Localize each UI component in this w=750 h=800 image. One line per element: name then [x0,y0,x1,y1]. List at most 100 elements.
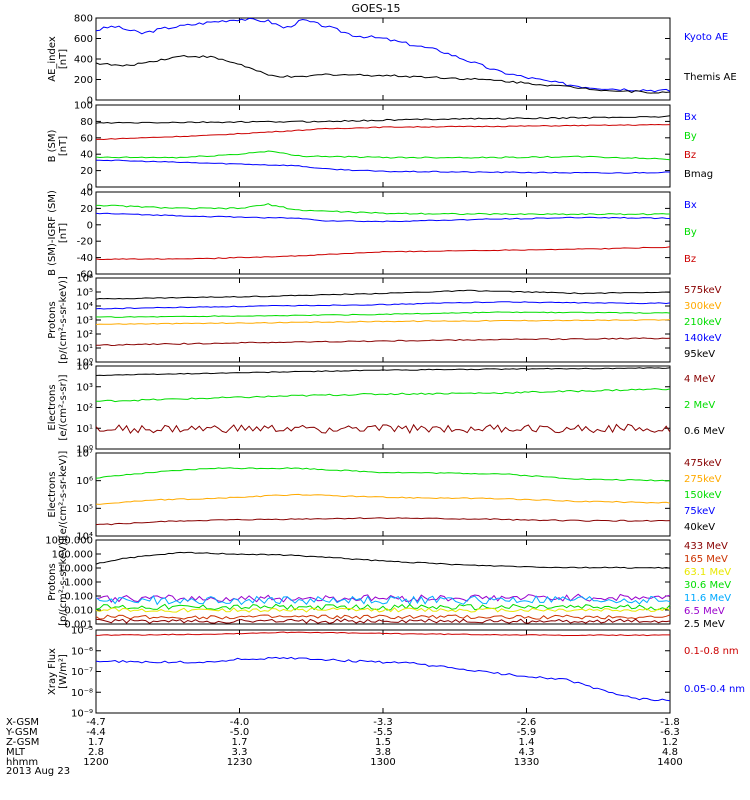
footer-value: -5.9 [517,727,537,738]
y-tick-label: 10⁶ [76,476,93,487]
panel-protons-kev: 10⁰ 10¹ 10² 10³ 10⁴ 10⁵ 10⁶ Protons [p/(cm²-s-sr… [47,274,722,369]
legend-entry: 433 MeV [684,541,728,552]
series-0-05-0-4-nm [95,656,671,702]
footer-value: 1.2 [662,737,678,748]
series-bx [95,212,671,223]
footer-date: 2013 Aug 23 [6,766,70,777]
series-210kev [95,311,671,318]
y-tick-label: 10⁴ [76,302,93,313]
y-tick-label: 20 [80,166,93,177]
footer-value: 1330 [514,757,539,768]
y-tick-label: 200 [74,75,93,86]
chart-title: GOES-15 [351,2,400,15]
y-tick-label: 0.001 [64,620,93,631]
y-axis-label: [e/(cm²-s-sr-keV)] [58,451,69,539]
panel-xray: 10⁻⁹ 10⁻⁸ 10⁻⁷ 10⁻⁶ 10⁻⁵ Xray Flux [W/m²] 0.1-0… [47,626,745,720]
y-tick-label: 10² [76,403,93,414]
legend-entry: 0.05-0.4 nm [684,684,745,695]
y-tick-label: 10.000 [58,564,93,575]
legend-entry: 0.1-0.8 nm [684,646,739,657]
series-95kev [95,289,671,300]
footer-value: -6.3 [660,727,680,738]
legend-entry: By [684,227,697,238]
y-tick-label: -60 [77,270,93,281]
y-tick-label: 10⁻⁷ [71,667,93,678]
panel-frame [95,452,671,537]
panel-protons-mev: 0.001 0.010 0.100 1.000 10.000 100.000 1000.00… [45,536,731,631]
footer-value: -4.0 [230,717,250,728]
legend-entry: 63.1 MeV [684,567,731,578]
footer-value: 3.8 [375,747,391,758]
legend-entry: 6.5 MeV [684,606,725,617]
series-2-5-mev [95,551,671,569]
footer-value: -2.6 [517,717,537,728]
legend-entry: 95keV [684,349,715,360]
y-tick-label: 10⁵ [76,288,93,299]
series-30-6-mev [95,603,671,611]
series-by [96,203,670,216]
y-tick-label: 10⁻⁶ [71,646,93,657]
legend-entry: 30.6 MeV [684,580,731,591]
legend-entry: 40keV [684,522,715,533]
legend-entry: 475keV [684,458,722,469]
legend-entry: 150keV [684,490,722,501]
footer-value: 1.4 [519,737,535,748]
y-tick-label: 600 [74,34,93,45]
footer-value: 1230 [227,757,252,768]
series-575kev [96,337,671,347]
y-axis-label: B (SM) [47,129,58,162]
legend-entry: Bmag [684,169,713,180]
y-tick-label: 1000.000 [45,536,93,547]
series-by [95,150,671,161]
y-axis-label: [nT] [58,49,69,69]
footer-value: 1.5 [375,737,391,748]
legend-entry: 140keV [684,333,722,344]
panel-ae: 0 200 400 600 800 AE_index [nT] Kyoto AE Themis … [47,14,737,107]
series-275kev [95,493,671,505]
footer-value: -5.0 [230,727,250,738]
y-axis-label: Electrons [47,384,58,430]
footer: 2013 Aug 23 X-GSM -4.7 -4.0 -3.3 -2.6 -1.8 Y-G… [5,717,683,777]
y-tick-label: 10³ [76,382,93,393]
series-300kev [95,319,671,325]
legend-entry: 2 MeV [684,400,715,411]
legend-entry: Kyoto AE [684,32,728,43]
footer-value: -1.8 [660,717,680,728]
legend-entry: 275keV [684,474,722,485]
y-tick-label: -20 [77,237,93,248]
y-tick-label: 40 [80,150,93,161]
y-tick-label: 10⁻⁵ [71,626,93,637]
y-axis-label: [nT] [58,136,69,156]
panel-bsm: 0 20 40 60 80 100 B (SM) [nT] Bx By Bz Bmag [47,101,713,194]
y-tick-label: 10⁷ [76,449,93,460]
series-0-1-0-8-nm [95,631,670,637]
footer-row-name: X-GSM [6,717,39,728]
y-tick-label: 0 [87,220,93,231]
footer-row-name: hhmm [6,757,38,768]
legend-entry: Bx [684,112,697,123]
series-6-5-mev [95,593,671,603]
y-axis-label: [nT] [58,223,69,243]
y-tick-label: 10⁻⁹ [71,709,93,720]
y-tick-label: 10⁰ [76,358,93,369]
series-150kev [95,467,671,482]
footer-value: 1.7 [232,737,248,748]
series-433-mev [95,618,671,624]
y-tick-label: 10⁵ [76,504,93,515]
legend-entry: Bx [684,200,697,211]
legend-entry: 210keV [684,317,722,328]
series-bz [95,123,671,141]
series-11-6-mev [95,595,671,606]
series-475kev [95,517,671,526]
y-tick-label: 400 [74,55,93,66]
series-140kev [95,301,671,310]
y-tick-label: 10⁻⁸ [71,688,93,699]
y-tick-label: 10² [76,330,93,341]
y-axis-label: Protons [47,301,58,338]
footer-value: 3.3 [232,747,248,758]
panel-frame [95,365,671,450]
series-4-mev [95,423,671,434]
footer-value: 1400 [657,757,682,768]
y-axis-label: [p/(cm²-s-sr-keV)] [58,538,69,626]
